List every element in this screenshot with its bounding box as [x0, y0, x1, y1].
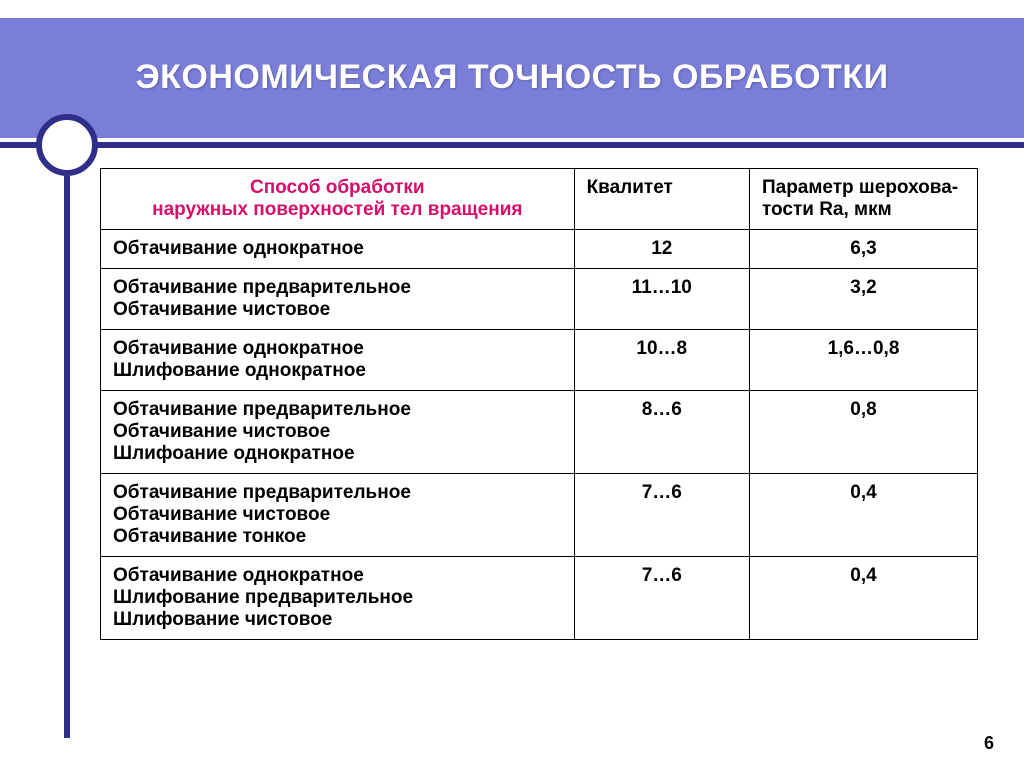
table-body: Обтачивание однократное126,3Обтачивание … — [101, 230, 978, 640]
method-line: Обтачивание однократное — [113, 238, 562, 260]
cell-kvalitet: 11…10 — [574, 269, 749, 330]
cell-method: Обтачивание однократноеШлифование однокр… — [101, 330, 575, 391]
col-header-roughness: Параметр шерохова-тости Ra, мкм — [749, 169, 977, 230]
slide-title: ЭКОНОМИЧЕСКАЯ ТОЧНОСТЬ ОБРАБОТКИ — [135, 58, 888, 97]
method-line: Шлифование однократное — [113, 360, 562, 382]
method-line: Обтачивание предварительное — [113, 399, 562, 421]
method-line: Обтачивание предварительное — [113, 277, 562, 299]
method-line: Шлифоание однократное — [113, 443, 562, 465]
precision-table: Способ обработки наружных поверхностей т… — [100, 168, 978, 640]
cell-kvalitet: 8…6 — [574, 391, 749, 474]
cell-roughness: 6,3 — [749, 230, 977, 269]
cell-roughness: 0,4 — [749, 474, 977, 557]
method-line: Обтачивание чистовое — [113, 421, 562, 443]
page-number: 6 — [984, 733, 994, 754]
method-line: Обтачивание однократное — [113, 565, 562, 587]
table-row: Обтачивание предварительноеОбтачивание ч… — [101, 269, 978, 330]
col-header-method: Способ обработки наружных поверхностей т… — [101, 169, 575, 230]
col-header-method-l1: Способ обработки — [250, 177, 425, 198]
slide: ЭКОНОМИЧЕСКАЯ ТОЧНОСТЬ ОБРАБОТКИ Способ … — [0, 0, 1024, 768]
cell-method: Обтачивание предварительноеОбтачивание ч… — [101, 474, 575, 557]
cell-method: Обтачивание предварительноеОбтачивание ч… — [101, 391, 575, 474]
cell-roughness: 1,6…0,8 — [749, 330, 977, 391]
cell-method: Обтачивание однократное — [101, 230, 575, 269]
cell-roughness: 0,8 — [749, 391, 977, 474]
table-row: Обтачивание предварительноеОбтачивание ч… — [101, 391, 978, 474]
cell-kvalitet: 7…6 — [574, 557, 749, 640]
title-band: ЭКОНОМИЧЕСКАЯ ТОЧНОСТЬ ОБРАБОТКИ — [0, 18, 1024, 138]
table-header-row: Способ обработки наружных поверхностей т… — [101, 169, 978, 230]
frame-vline — [64, 176, 70, 738]
cell-kvalitet: 12 — [574, 230, 749, 269]
table-row: Обтачивание однократноеШлифование предва… — [101, 557, 978, 640]
table-row: Обтачивание предварительноеОбтачивание ч… — [101, 474, 978, 557]
method-line: Обтачивание чистовое — [113, 299, 562, 321]
cell-kvalitet: 7…6 — [574, 474, 749, 557]
cell-roughness: 0,4 — [749, 557, 977, 640]
method-line: Обтачивание однократное — [113, 338, 562, 360]
method-line: Обтачивание тонкое — [113, 526, 562, 548]
method-line: Шлифование чистовое — [113, 609, 562, 631]
frame-hline — [0, 142, 1024, 148]
method-line: Шлифование предварительное — [113, 587, 562, 609]
cell-roughness: 3,2 — [749, 269, 977, 330]
cell-kvalitet: 10…8 — [574, 330, 749, 391]
cell-method: Обтачивание предварительноеОбтачивание ч… — [101, 269, 575, 330]
method-line: Обтачивание предварительное — [113, 482, 562, 504]
col-header-kvalitet: Квалитет — [574, 169, 749, 230]
table-row: Обтачивание однократное 126,3 — [101, 230, 978, 269]
table-container: Способ обработки наружных поверхностей т… — [100, 168, 978, 640]
frame-circle — [36, 114, 98, 176]
cell-method: Обтачивание однократноеШлифование предва… — [101, 557, 575, 640]
col-header-method-l2: наружных поверхностей тел вращения — [113, 199, 562, 221]
method-line: Обтачивание чистовое — [113, 504, 562, 526]
table-row: Обтачивание однократноеШлифование однокр… — [101, 330, 978, 391]
